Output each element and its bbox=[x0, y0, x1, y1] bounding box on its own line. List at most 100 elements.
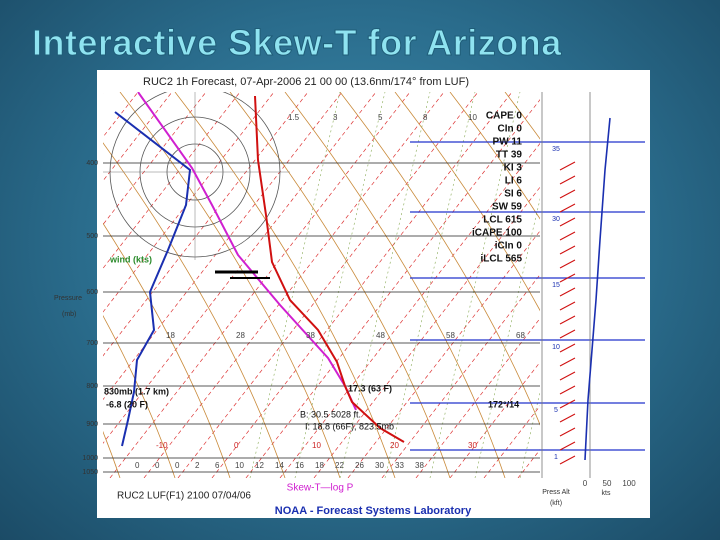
dewpoint-profile bbox=[114, 111, 192, 447]
label: 830mb (1.7 km) bbox=[104, 386, 169, 396]
label: TT 39 bbox=[496, 150, 523, 161]
label: 3 bbox=[333, 113, 338, 122]
label: 1000 bbox=[82, 455, 98, 462]
label: 10 bbox=[552, 344, 560, 351]
label: 17.3 (63 F) bbox=[348, 383, 392, 393]
wind-barb bbox=[559, 245, 576, 255]
plot-labels: RUC2 1h Forecast, 07-Apr-2006 21 00 00 (… bbox=[54, 76, 645, 517]
label: SW 59 bbox=[492, 202, 522, 213]
label: 0 bbox=[234, 441, 239, 450]
isotherm bbox=[0, 92, 36, 478]
dry-adiabat bbox=[103, 142, 286, 478]
label: CAPE 0 bbox=[486, 111, 523, 122]
isotherm bbox=[103, 92, 173, 182]
label: RUC2 1h Forecast, 07-Apr-2006 21 00 00 (… bbox=[143, 76, 469, 88]
label: 0 bbox=[135, 461, 140, 470]
label: 10 bbox=[312, 441, 321, 450]
isotherm bbox=[109, 92, 411, 478]
isotherm bbox=[177, 92, 479, 478]
label: 38 bbox=[306, 331, 315, 340]
wind-barb bbox=[559, 413, 576, 423]
label: 400 bbox=[86, 160, 98, 167]
label: 38 bbox=[415, 461, 424, 470]
label: RUC2 LUF(F1) 2100 07/04/06 bbox=[117, 491, 251, 502]
label: LCL 615 bbox=[483, 215, 522, 226]
label: 100 bbox=[622, 479, 636, 488]
label: 22 bbox=[335, 461, 344, 470]
wind-barb bbox=[559, 441, 576, 451]
dry-adiabat bbox=[229, 92, 451, 478]
label: 68 bbox=[516, 331, 525, 340]
dry-adiabat bbox=[103, 315, 176, 478]
wind-barb bbox=[559, 203, 576, 213]
label: -10 bbox=[156, 441, 168, 450]
wind-speed-profile bbox=[584, 117, 611, 461]
label: 12 bbox=[255, 461, 264, 470]
mixing-ratio-line bbox=[429, 92, 521, 478]
wind-barb bbox=[559, 357, 576, 367]
label: 600 bbox=[86, 289, 98, 296]
isotherm bbox=[103, 92, 343, 401]
wind-barb bbox=[559, 259, 576, 269]
label: PW 11 bbox=[493, 137, 523, 148]
wind-barb bbox=[559, 343, 576, 353]
wind-barb bbox=[559, 427, 576, 437]
dry-adiabat bbox=[339, 92, 540, 426]
wind-barb bbox=[559, 399, 576, 409]
label: 10 bbox=[235, 461, 244, 470]
label: iCIn 0 bbox=[495, 241, 523, 252]
label: iCAPE 100 bbox=[472, 228, 522, 239]
label: 0 bbox=[175, 461, 180, 470]
isotherm bbox=[279, 142, 540, 478]
temperature-profile bbox=[254, 95, 405, 443]
label: (kft) bbox=[550, 500, 562, 507]
label: Press Alt bbox=[542, 489, 570, 496]
wind-barb bbox=[559, 371, 576, 381]
label: 30 bbox=[375, 461, 384, 470]
label: kts bbox=[602, 490, 611, 497]
label: 50 bbox=[603, 479, 612, 488]
label: 33 bbox=[395, 461, 404, 470]
label: LI 6 bbox=[505, 176, 523, 187]
label: 8 bbox=[423, 113, 428, 122]
dry-adiabat bbox=[284, 92, 506, 478]
mixing-ratio-line bbox=[474, 197, 540, 478]
dry-adiabat bbox=[670, 92, 720, 478]
dry-adiabat bbox=[394, 92, 540, 312]
wind-barb bbox=[559, 329, 576, 339]
label: 30 bbox=[552, 216, 560, 223]
wind-barb bbox=[559, 287, 576, 297]
mixing-ratio-line bbox=[249, 92, 341, 478]
label: I: 18.8 (66F), 823.5mb bbox=[305, 421, 394, 431]
label: -6.8 (20 F) bbox=[106, 399, 148, 409]
mixing-ratio-line bbox=[519, 390, 540, 478]
label: 2 bbox=[195, 461, 200, 470]
mixing-ratio-line bbox=[294, 92, 386, 478]
isotherm bbox=[211, 92, 513, 478]
label: 10 bbox=[468, 113, 477, 122]
label: 1.5 bbox=[288, 113, 300, 122]
wind-barb bbox=[559, 273, 576, 283]
label: KI 3 bbox=[504, 163, 523, 174]
isotherm bbox=[245, 99, 540, 478]
label: 30 bbox=[468, 441, 477, 450]
wind-barb bbox=[559, 217, 576, 227]
label: (mb) bbox=[62, 311, 76, 318]
label: B: 30.5 5028 ft. bbox=[300, 409, 361, 419]
label: 900 bbox=[86, 421, 98, 428]
dry-adiabat bbox=[103, 222, 231, 478]
parcel-profile bbox=[137, 92, 357, 411]
label: 26 bbox=[355, 461, 364, 470]
dry-adiabat bbox=[449, 92, 540, 220]
label: 0 bbox=[155, 461, 160, 470]
label: iLCL 565 bbox=[481, 254, 523, 265]
wind-barb bbox=[559, 175, 576, 185]
dry-adiabat bbox=[174, 92, 396, 478]
mixing-ratio-line bbox=[339, 92, 431, 478]
label: 28 bbox=[236, 331, 245, 340]
isotherm bbox=[103, 92, 207, 226]
wind-barb bbox=[559, 231, 576, 241]
label: 700 bbox=[86, 340, 98, 347]
